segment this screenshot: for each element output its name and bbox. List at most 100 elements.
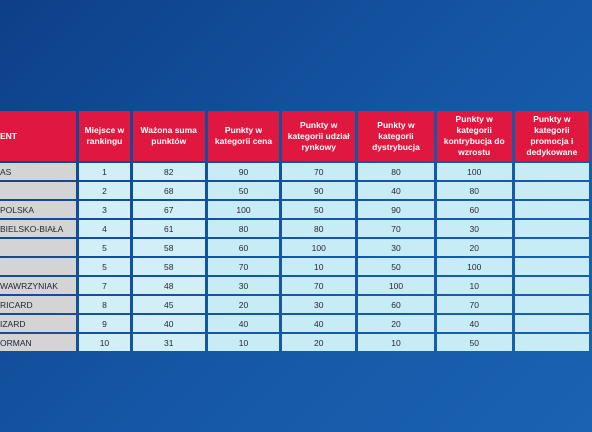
table-row: RICARD 8 45 20 30 60 70: [0, 296, 589, 313]
header-market-share: Punkty w kategorii udział rynkowy: [282, 111, 356, 161]
price-points-cell: 10: [207, 334, 280, 351]
market-share-points-cell: 20: [282, 334, 356, 351]
promotion-points-cell: [514, 258, 589, 275]
table-row: 5 58 70 10 50 100: [0, 258, 589, 275]
distribution-points-cell: 60: [358, 296, 434, 313]
header-weighted-sum: Ważona suma punktów: [132, 111, 205, 161]
market-share-points-cell: 30: [282, 296, 356, 313]
table-row: BIELSKO-BIAŁA 4 61 80 80 70 30: [0, 220, 589, 237]
growth-points-cell: 10: [436, 277, 512, 294]
growth-points-cell: 80: [436, 182, 512, 199]
table-row: WAWRZYNIAK 7 48 30 70 100 10: [0, 277, 589, 294]
rank-cell: 9: [79, 315, 130, 332]
ranking-table-container: ENT Miejsce w rankingu Ważona suma punktów…: [0, 109, 592, 353]
header-price: Punkty w kategorii cena: [207, 111, 280, 161]
weighted-sum-cell: 58: [132, 239, 205, 256]
promotion-points-cell: [514, 277, 589, 294]
client-name-cell: RICARD: [0, 296, 77, 313]
promotion-points-cell: [514, 182, 589, 199]
client-name-cell: ORMAN: [0, 334, 77, 351]
growth-points-cell: 100: [436, 258, 512, 275]
price-points-cell: 50: [207, 182, 280, 199]
weighted-sum-cell: 48: [132, 277, 205, 294]
growth-points-cell: 20: [436, 239, 512, 256]
table-row: 5 58 60 100 30 20: [0, 239, 589, 256]
rank-cell: 8: [79, 296, 130, 313]
table-row: POLSKA 3 67 100 50 90 60: [0, 201, 589, 218]
header-rank: Miejsce w rankingu: [79, 111, 130, 161]
rank-cell: 4: [79, 220, 130, 237]
rank-cell: 7: [79, 277, 130, 294]
market-share-points-cell: 70: [282, 163, 356, 180]
rank-cell: 3: [79, 201, 130, 218]
client-name-cell: [0, 258, 77, 275]
price-points-cell: 30: [207, 277, 280, 294]
header-promotion: Punkty w kategorii promocja i dedykowane: [514, 111, 589, 161]
price-points-cell: 100: [207, 201, 280, 218]
ranking-table: ENT Miejsce w rankingu Ważona suma punktów…: [0, 109, 592, 353]
distribution-points-cell: 40: [358, 182, 434, 199]
weighted-sum-cell: 67: [132, 201, 205, 218]
weighted-sum-cell: 58: [132, 258, 205, 275]
table-body: AS 1 82 90 70 80 100 2 68 50 90 40 80 POLSKA 3 67 100 50 9…: [0, 163, 589, 351]
growth-points-cell: 50: [436, 334, 512, 351]
rank-cell: 5: [79, 258, 130, 275]
distribution-points-cell: 70: [358, 220, 434, 237]
weighted-sum-cell: 40: [132, 315, 205, 332]
distribution-points-cell: 30: [358, 239, 434, 256]
distribution-points-cell: 100: [358, 277, 434, 294]
market-share-points-cell: 10: [282, 258, 356, 275]
growth-points-cell: 100: [436, 163, 512, 180]
growth-points-cell: 60: [436, 201, 512, 218]
distribution-points-cell: 90: [358, 201, 434, 218]
client-name-cell: AS: [0, 163, 77, 180]
table-row: IZARD 9 40 40 40 20 40: [0, 315, 589, 332]
growth-points-cell: 70: [436, 296, 512, 313]
weighted-sum-cell: 82: [132, 163, 205, 180]
rank-cell: 5: [79, 239, 130, 256]
market-share-points-cell: 90: [282, 182, 356, 199]
distribution-points-cell: 80: [358, 163, 434, 180]
price-points-cell: 20: [207, 296, 280, 313]
table-header-row: ENT Miejsce w rankingu Ważona suma punktów…: [0, 111, 589, 161]
client-name-cell: [0, 182, 77, 199]
price-points-cell: 90: [207, 163, 280, 180]
market-share-points-cell: 100: [282, 239, 356, 256]
client-name-cell: BIELSKO-BIAŁA: [0, 220, 77, 237]
distribution-points-cell: 20: [358, 315, 434, 332]
price-points-cell: 40: [207, 315, 280, 332]
price-points-cell: 60: [207, 239, 280, 256]
promotion-points-cell: [514, 315, 589, 332]
rank-cell: 2: [79, 182, 130, 199]
growth-points-cell: 40: [436, 315, 512, 332]
table-row: ORMAN 10 31 10 20 10 50: [0, 334, 589, 351]
promotion-points-cell: [514, 220, 589, 237]
price-points-cell: 70: [207, 258, 280, 275]
rank-cell: 10: [79, 334, 130, 351]
weighted-sum-cell: 68: [132, 182, 205, 199]
market-share-points-cell: 50: [282, 201, 356, 218]
header-client: ENT: [0, 111, 77, 161]
market-share-points-cell: 40: [282, 315, 356, 332]
market-share-points-cell: 80: [282, 220, 356, 237]
weighted-sum-cell: 31: [132, 334, 205, 351]
client-name-cell: POLSKA: [0, 201, 77, 218]
market-share-points-cell: 70: [282, 277, 356, 294]
header-growth: Punkty w kategorii kontrybucja do wzrost…: [436, 111, 512, 161]
promotion-points-cell: [514, 296, 589, 313]
price-points-cell: 80: [207, 220, 280, 237]
promotion-points-cell: [514, 334, 589, 351]
distribution-points-cell: 10: [358, 334, 434, 351]
growth-points-cell: 30: [436, 220, 512, 237]
rank-cell: 1: [79, 163, 130, 180]
promotion-points-cell: [514, 163, 589, 180]
client-name-cell: IZARD: [0, 315, 77, 332]
header-distribution: Punkty w kategorii dystrybucja: [358, 111, 434, 161]
client-name-cell: WAWRZYNIAK: [0, 277, 77, 294]
promotion-points-cell: [514, 239, 589, 256]
table-row: 2 68 50 90 40 80: [0, 182, 589, 199]
client-name-cell: [0, 239, 77, 256]
weighted-sum-cell: 61: [132, 220, 205, 237]
weighted-sum-cell: 45: [132, 296, 205, 313]
distribution-points-cell: 50: [358, 258, 434, 275]
